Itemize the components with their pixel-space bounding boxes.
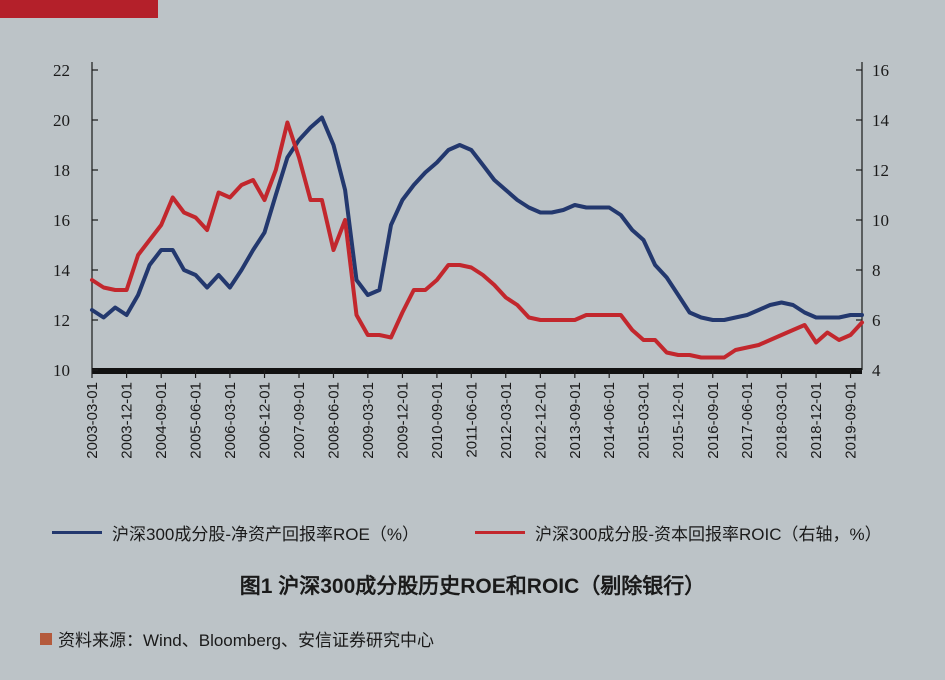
x-axis-tick-label: 2012-12-01 [532,382,549,459]
left-axis-tick-label: 10 [53,361,70,380]
x-axis-tick-label: 2009-03-01 [360,382,377,459]
legend-swatch-roic [475,531,525,534]
x-axis-tick-label: 2014-06-01 [601,382,618,459]
right-axis-tick-label: 6 [872,311,881,330]
x-axis-tick-label: 2006-12-01 [257,382,274,459]
x-axis-tick-label: 2013-09-01 [567,382,584,459]
right-axis-tick-label: 14 [872,111,890,130]
x-axis-tick-label: 2003-12-01 [119,382,136,459]
legend-label-roe: 沪深300成分股-净资产回报率ROE（%） [112,525,419,544]
x-axis-tick-label: 2018-12-01 [808,382,825,459]
x-axis-tick-label: 2006-03-01 [222,382,239,459]
x-axis-tick-label: 2016-09-01 [705,382,722,459]
x-axis-tick-label: 2011-06-01 [463,382,480,458]
x-axis-tick-label: 2012-03-01 [498,382,515,459]
x-axis-bar [92,368,862,374]
legend-label-roic: 沪深300成分股-资本回报率ROIC（右轴，%） [535,525,882,544]
legend-item-roic: 沪深300成分股-资本回报率ROIC（右轴，%） [475,520,882,545]
left-axis-tick-label: 12 [53,311,70,330]
x-axis-tick-label: 2007-09-01 [291,382,308,459]
source-text: 资料来源：Wind、Bloomberg、安信证券研究中心 [58,631,434,650]
source-note: 资料来源：Wind、Bloomberg、安信证券研究中心 [40,626,434,651]
x-axis-tick-label: 2010-09-01 [429,382,446,459]
x-axis-tick-label: 2015-03-01 [636,382,653,459]
x-axis-tick-label: 2018-03-01 [773,382,790,459]
right-axis-tick-label: 12 [872,161,889,180]
left-axis-tick-label: 14 [53,261,71,280]
series-line-roic [90,120,864,360]
top-accent-bar [0,0,158,18]
x-axis-tick-label: 2004-09-01 [153,382,170,459]
x-axis-tick-label: 2015-12-01 [670,382,687,459]
left-axis-tick-label: 22 [53,61,70,80]
x-axis-tick-label: 2019-09-01 [843,382,860,459]
left-axis-tick-label: 18 [53,161,70,180]
left-axis-tick-label: 16 [53,211,70,230]
series-line-roe [90,115,864,322]
x-axis-tick-label: 2008-06-01 [325,382,342,459]
line-chart: 10 12 14 16 18 20 22 4 6 8 10 12 14 16 2003-03-01 2003-… [53,61,890,459]
left-axis-tick-label: 20 [53,111,70,130]
figure-title: 图1 沪深300成分股历史ROE和ROIC（剔除银行） [239,575,706,598]
source-marker-icon [40,632,52,645]
right-axis-tick-label: 16 [872,61,889,80]
x-axis-tick-label: 2009-12-01 [394,382,411,459]
right-axis-tick-label: 10 [872,211,889,230]
legend-item-roe: 沪深300成分股-净资产回报率ROE（%） [52,520,419,545]
right-axis-tick-label: 4 [872,361,881,380]
legend-swatch-roe [52,531,102,534]
x-axis-tick-label: 2005-06-01 [188,382,205,459]
x-axis-tick-label: 2003-03-01 [84,382,101,459]
x-axis-tick-label: 2017-06-01 [739,382,756,459]
right-axis-tick-label: 8 [872,261,881,280]
